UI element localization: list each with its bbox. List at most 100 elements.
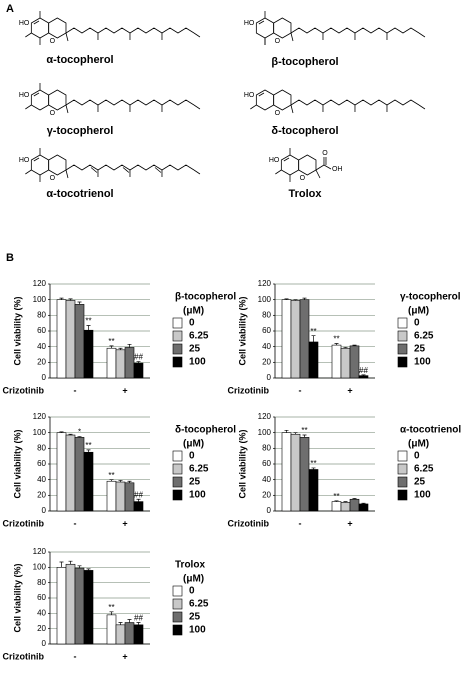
bar bbox=[308, 341, 319, 379]
bar bbox=[115, 624, 126, 645]
bond bbox=[323, 164, 332, 170]
methyl bbox=[250, 104, 257, 110]
error-bar bbox=[59, 431, 64, 433]
x-tick-label: - bbox=[74, 385, 77, 395]
x-axis-label: Crizotinib bbox=[3, 651, 45, 661]
bar bbox=[124, 482, 135, 512]
bar bbox=[115, 481, 126, 512]
error-bar bbox=[68, 433, 73, 436]
methyl bbox=[193, 104, 201, 110]
y-tick-label: 100 bbox=[258, 428, 272, 437]
error-bar bbox=[311, 467, 316, 470]
y-tick-label: 20 bbox=[262, 490, 271, 499]
y-tick-label: 80 bbox=[262, 310, 271, 319]
significance-label: ** bbox=[108, 471, 114, 480]
atom-label: O bbox=[50, 38, 56, 45]
legend-swatch bbox=[172, 489, 183, 501]
y-tick-label: 40 bbox=[37, 475, 46, 484]
bar bbox=[124, 347, 135, 379]
bar bbox=[65, 300, 76, 379]
bar bbox=[349, 345, 360, 379]
legend-label: 0 bbox=[414, 318, 420, 329]
error-bar bbox=[127, 619, 132, 623]
bar bbox=[358, 375, 369, 379]
legend-label: 100 bbox=[189, 625, 206, 636]
y-tick-label: 80 bbox=[37, 310, 46, 319]
bar bbox=[115, 349, 126, 379]
y-tick-label: 100 bbox=[33, 428, 47, 437]
methyl bbox=[275, 169, 282, 175]
legend-label: 25 bbox=[414, 477, 426, 488]
methyl bbox=[290, 32, 294, 42]
legend-label: 6.25 bbox=[414, 464, 434, 475]
bar bbox=[83, 451, 94, 512]
compound-name: δ-tocopherol bbox=[271, 125, 338, 137]
error-bar bbox=[352, 344, 357, 346]
significance-label: ** bbox=[85, 441, 91, 450]
bar bbox=[56, 299, 67, 379]
legend-label: 25 bbox=[189, 612, 201, 623]
bar bbox=[65, 434, 76, 512]
error-bar bbox=[343, 501, 348, 503]
y-tick-label: 100 bbox=[33, 562, 47, 571]
legend-swatch bbox=[172, 476, 183, 488]
error-bar bbox=[334, 500, 339, 502]
y-tick-label: 60 bbox=[37, 459, 46, 468]
legend-swatch bbox=[397, 356, 408, 368]
ring bbox=[48, 154, 67, 176]
legend-swatch bbox=[172, 356, 183, 368]
bar bbox=[74, 437, 85, 512]
atom-label: O bbox=[300, 175, 306, 182]
y-tick-label: 60 bbox=[262, 459, 271, 468]
y-tick-label: 100 bbox=[258, 295, 272, 304]
legend-swatch bbox=[172, 598, 183, 610]
compound-name: α-tocopherol bbox=[46, 54, 113, 66]
error-bar bbox=[343, 347, 348, 349]
y-tick-label: 120 bbox=[258, 279, 272, 288]
compound-name: α-tocotrienol bbox=[46, 188, 113, 200]
ring bbox=[273, 17, 292, 39]
error-bar bbox=[59, 297, 64, 300]
bar bbox=[290, 433, 301, 512]
chain bbox=[65, 164, 195, 171]
bar bbox=[124, 622, 135, 645]
error-bar bbox=[352, 498, 357, 500]
x-tick-label: + bbox=[122, 651, 127, 661]
error-bar bbox=[109, 611, 114, 615]
methyl bbox=[65, 104, 69, 114]
legend-subtitle: (μM) bbox=[408, 439, 429, 450]
methyl bbox=[315, 169, 321, 179]
bar bbox=[56, 567, 67, 645]
legend-swatch bbox=[172, 463, 183, 475]
error-bar bbox=[136, 361, 141, 364]
legend-label: 100 bbox=[189, 490, 206, 501]
bar bbox=[299, 299, 310, 379]
legend-label: 25 bbox=[414, 344, 426, 355]
legend-label: 6.25 bbox=[414, 331, 434, 342]
bar bbox=[133, 501, 144, 512]
x-tick-label: - bbox=[299, 385, 302, 395]
legend-title: δ-tocopherol bbox=[175, 425, 236, 436]
error-bar bbox=[284, 298, 289, 300]
ring bbox=[255, 89, 275, 111]
error-bar bbox=[302, 434, 307, 438]
error-bar bbox=[293, 432, 298, 435]
y-axis-label: Cell viability (%) bbox=[237, 296, 247, 365]
panel-label: B bbox=[6, 252, 14, 264]
ring bbox=[280, 154, 300, 176]
legend-subtitle: (μM) bbox=[183, 306, 204, 317]
ring bbox=[30, 154, 50, 176]
legend-swatch bbox=[397, 463, 408, 475]
bar bbox=[133, 362, 144, 379]
y-tick-label: 0 bbox=[42, 639, 47, 648]
compound-name: β-tocopherol bbox=[271, 56, 338, 68]
chain bbox=[65, 27, 195, 34]
legend-title: Trolox bbox=[175, 560, 205, 571]
y-tick-label: 120 bbox=[33, 279, 47, 288]
legend-swatch bbox=[397, 330, 408, 342]
significance-label: ** bbox=[310, 327, 316, 336]
error-bar bbox=[302, 297, 307, 300]
bar bbox=[340, 502, 351, 512]
chain bbox=[65, 99, 195, 106]
significance-label: ** bbox=[108, 337, 114, 346]
